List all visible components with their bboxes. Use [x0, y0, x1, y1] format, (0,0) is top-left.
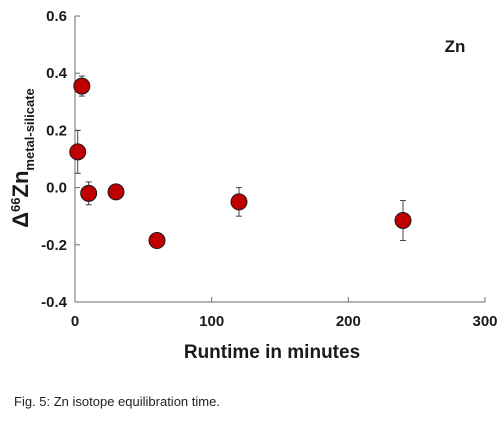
- y-axis-title-subscript: metal-silicate: [22, 88, 37, 170]
- chart: -0.4 -0.2 0.0 0.2 0.4 0.6 0 100 200 300 Zn Runtim…: [8, 8, 498, 363]
- error-bars: [74, 75, 406, 242]
- data-point: [80, 184, 98, 202]
- y-tick-label: 0.0: [46, 180, 67, 197]
- axes: [74, 16, 485, 303]
- y-tick-label: 0.2: [46, 122, 67, 139]
- x-tick-label: 100: [199, 313, 224, 330]
- data-point: [230, 193, 248, 211]
- data-points: [69, 77, 412, 250]
- y-tick-label: -0.2: [41, 237, 67, 254]
- x-axis-title: Runtime in minutes: [184, 342, 360, 363]
- y-tick-label: 0.4: [46, 65, 68, 82]
- y-tick-label: -0.4: [41, 294, 68, 311]
- data-point: [73, 77, 91, 95]
- data-point: [69, 143, 87, 161]
- y-tick-label: 0.6: [46, 8, 67, 25]
- x-tick-label: 300: [472, 313, 497, 330]
- x-tick-label: 200: [336, 313, 361, 330]
- data-point: [394, 211, 412, 229]
- data-point: [148, 232, 166, 250]
- series-annotation: Zn: [445, 37, 466, 56]
- y-axis-title-delta: Δ: [8, 212, 33, 228]
- x-tick-label: 0: [71, 313, 79, 330]
- y-axis-title-element: Zn: [8, 171, 33, 198]
- y-axis-title: Δ66Znmetal-silicate: [8, 88, 37, 228]
- ticks: -0.4 -0.2 0.0 0.2 0.4 0.6 0 100 200 300: [41, 8, 497, 330]
- figure-caption: Fig. 5: Zn isotope equilibration time.: [14, 394, 220, 409]
- y-axis-title-superscript: 66: [8, 197, 23, 211]
- data-point: [107, 183, 125, 201]
